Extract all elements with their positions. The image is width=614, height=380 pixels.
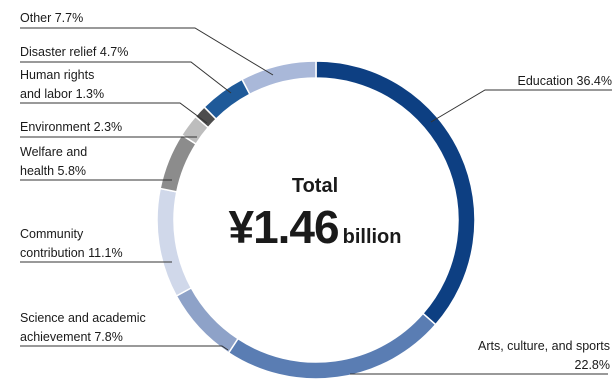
label-community: Community contribution 11.1% [20,225,123,263]
label-education: Education 36.4% [517,72,612,91]
slice-welfare-and-health [159,133,198,193]
leader-line-science [20,345,229,351]
label-science: Science and academic achievement 7.8% [20,309,146,347]
label-human-rights-line1: Human rights [20,68,95,82]
leader-line-other [20,27,274,76]
label-arts-line1: Arts, culture, and sports [477,339,610,353]
label-science-line1: Science and academic [20,311,146,325]
leader-line-education [430,89,612,123]
donut-center-total: Total ¥1.46 billion [215,175,415,254]
label-disaster-line1: Disaster relief 4.7% [20,45,129,59]
label-environment-line1: Environment 2.3% [20,120,123,134]
total-value: ¥1.46 [228,201,339,253]
leader-line-disaster [20,61,232,94]
slice-other [240,60,317,96]
label-education-line1: Education 36.4% [517,74,612,88]
total-label: Total [291,175,339,197]
total-value-row: ¥1.46 billion [215,200,415,254]
slice-science-and-academic-achievement [175,286,240,354]
label-human-rights-line2: and labor 1.3% [20,87,105,101]
label-environment: Environment 2.3% [20,118,122,137]
label-human-rights: Human rights and labor 1.3% [20,66,104,104]
label-welfare-line1: Welfare and [20,145,88,159]
label-welfare-line2: health 5.8% [20,164,87,178]
slice-disaster-relief [203,78,251,121]
label-welfare: Welfare and health 5.8% [20,143,87,181]
label-other: Other 7.7% [20,9,83,28]
slice-community-contribution [156,187,193,298]
leader-line-human-rights [20,102,208,124]
leader-lines [20,27,612,375]
label-arts: Arts, culture, and sports 22.8% [478,337,610,375]
slice-arts-culture-and-sports [227,312,437,380]
label-community-line2: contribution 11.1% [20,246,123,260]
label-other-line1: Other 7.7% [20,11,84,25]
label-community-line1: Community [20,227,84,241]
label-disaster: Disaster relief 4.7% [20,43,128,62]
label-science-line2: achievement 7.8% [20,330,123,344]
total-unit: billion [342,226,402,248]
label-arts-line2: 22.8% [574,358,610,372]
